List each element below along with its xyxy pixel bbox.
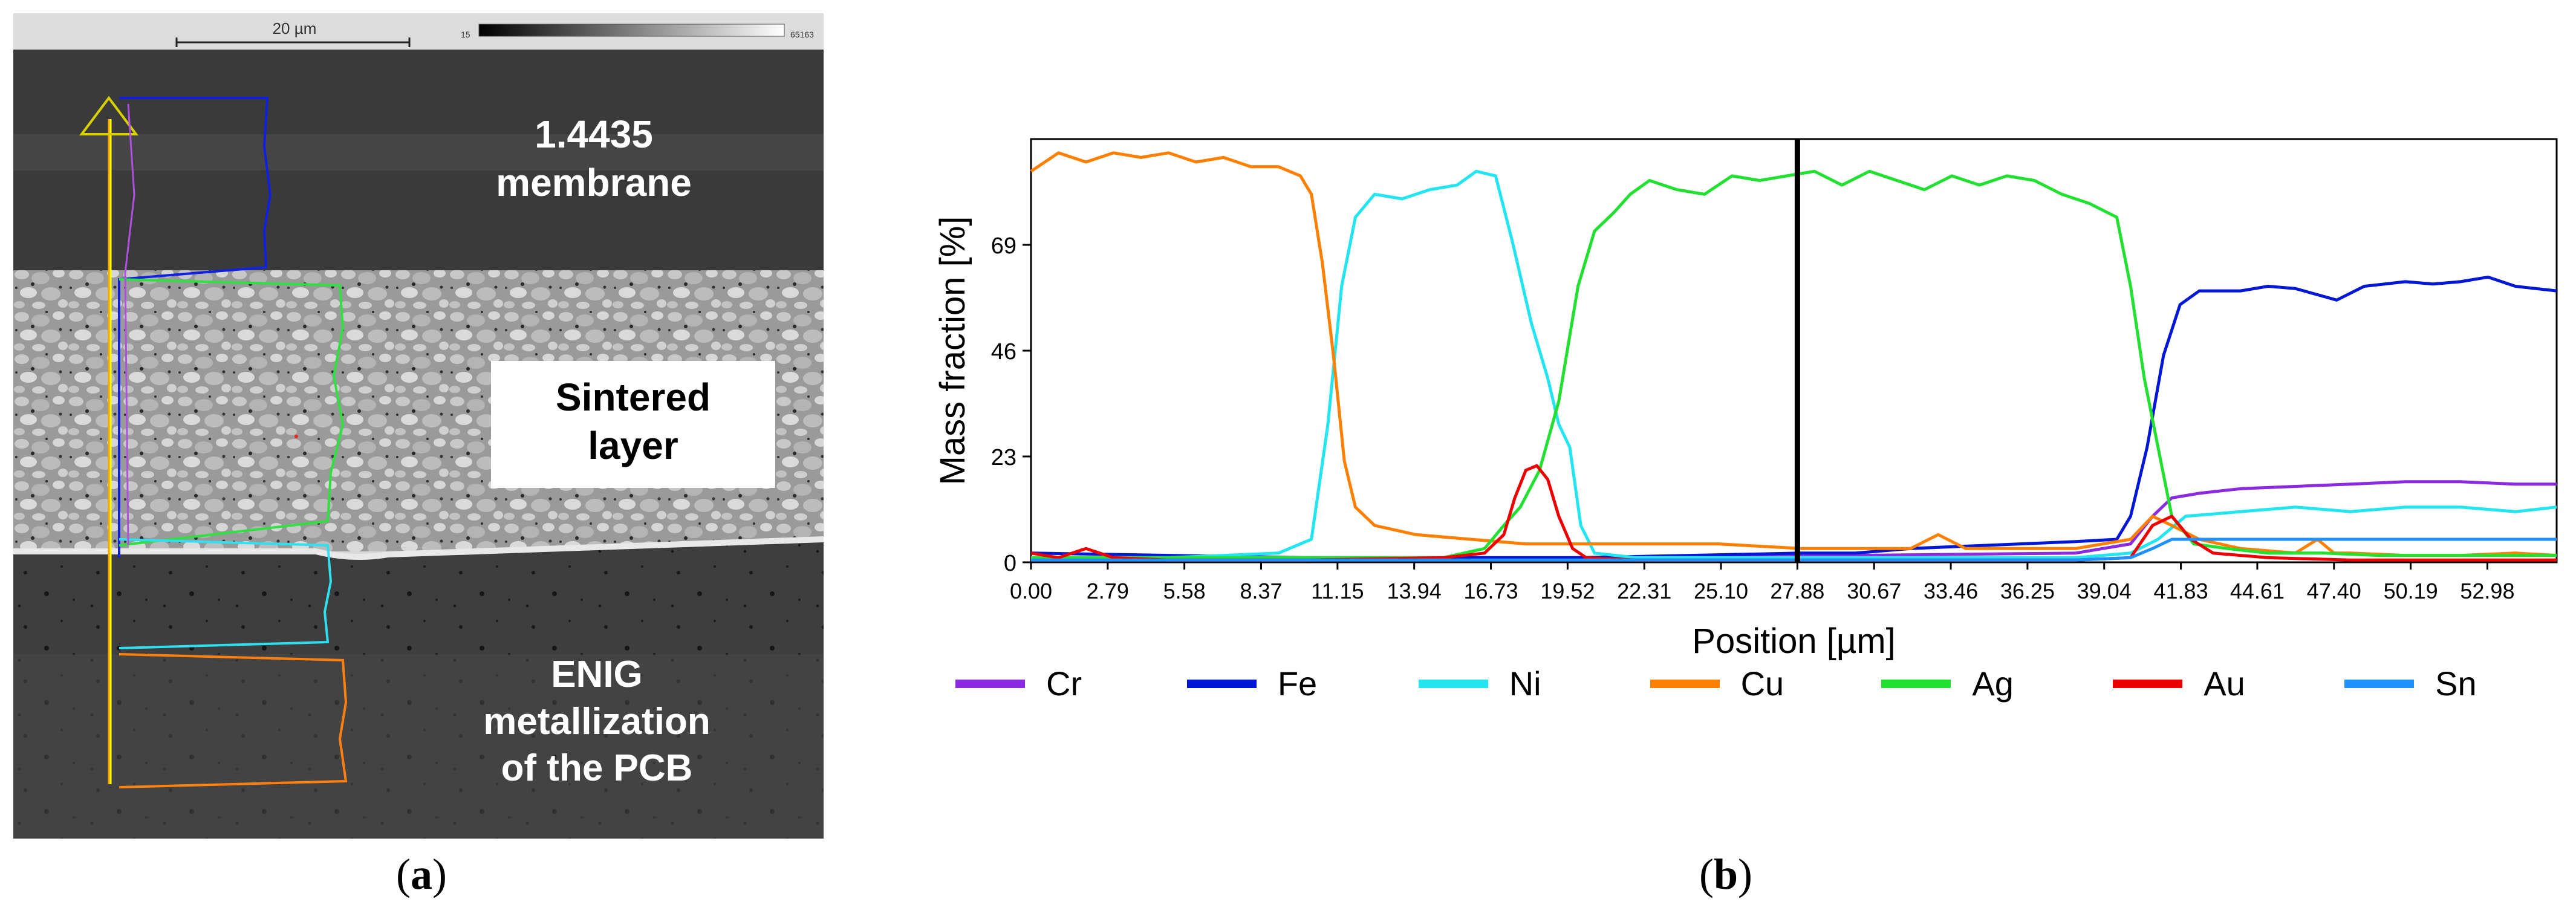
chart-legend: Cr Fe Ni Cu Ag Au Sn bbox=[955, 664, 2576, 712]
line-scan-chart: 0 23 46 69 0.00 2.79 5.58 8.37 11.15 13.94 16.73 19… bbox=[933, 138, 2558, 661]
series-line-fe bbox=[1030, 275, 2557, 559]
caption-b-close: ) bbox=[1738, 850, 1753, 898]
scan-start-marker bbox=[79, 96, 138, 135]
legend-label: Ni bbox=[1509, 664, 1541, 703]
x-tick-label: 39.04 bbox=[2077, 579, 2132, 603]
x-tick-label: 47.40 bbox=[2307, 579, 2361, 603]
grayscale-min-label: 15 bbox=[461, 30, 470, 39]
cr-profile-overlay bbox=[124, 103, 135, 546]
fe-profile-overlay bbox=[118, 97, 272, 557]
x-tick-label: 22.31 bbox=[1617, 579, 1671, 603]
sintered-label-line-1: Sintered bbox=[555, 375, 711, 419]
x-axis-label: Position [µm] bbox=[1692, 622, 1895, 661]
membrane-label-line-1: 1.4435 bbox=[535, 112, 653, 156]
enig-label-line-1: ENIG bbox=[551, 654, 643, 695]
x-tick-label: 11.15 bbox=[1311, 579, 1364, 603]
grayscale-max-label: 65163 bbox=[790, 30, 814, 39]
ni-profile-overlay bbox=[119, 538, 333, 649]
legend-label: Sn bbox=[2435, 664, 2477, 703]
scale-bar-label: 20 µm bbox=[272, 19, 317, 37]
x-tick-label: 50.19 bbox=[2384, 579, 2438, 603]
caption-a-open: ( bbox=[396, 850, 411, 898]
x-tick-label: 8.37 bbox=[1240, 579, 1282, 603]
y-tick-label: 0 bbox=[1004, 551, 1016, 576]
sintered-label: Sintered layer bbox=[491, 373, 775, 470]
x-tick-label: 52.98 bbox=[2460, 579, 2514, 603]
x-tick-label: 13.94 bbox=[1387, 579, 1442, 603]
caption-b-letter: b bbox=[1713, 850, 1738, 898]
cu-profile-overlay bbox=[119, 653, 348, 788]
membrane-label: 1.4435 membrane bbox=[473, 110, 715, 207]
caption-a: (a) bbox=[396, 849, 447, 900]
x-tick-label: 25.10 bbox=[1694, 579, 1748, 603]
legend-swatch bbox=[1881, 680, 1951, 688]
caption-a-letter: a bbox=[410, 850, 432, 898]
enig-label-line-3: of the PCB bbox=[501, 747, 693, 789]
x-tick-label: 16.73 bbox=[1463, 579, 1518, 603]
x-tick-label: 41.83 bbox=[2154, 579, 2208, 603]
x-tick-label: 0.00 bbox=[1010, 579, 1052, 603]
legend-swatch bbox=[1186, 680, 1257, 688]
sem-image-panel: 20 µm 15 65163 1.4435 membrane Sintered … bbox=[13, 13, 824, 839]
plot-frame bbox=[1030, 138, 2558, 563]
caption-a-close: ) bbox=[432, 850, 447, 898]
y-axis-label: Mass fraction [%] bbox=[933, 216, 972, 485]
legend-label: Au bbox=[2204, 664, 2245, 703]
legend-swatch bbox=[1418, 680, 1488, 688]
series-line-sn bbox=[1031, 537, 2557, 562]
enig-label-line-2: metallization bbox=[483, 700, 711, 742]
y-tick-label: 23 bbox=[991, 445, 1016, 470]
legend-swatch bbox=[1650, 680, 1720, 688]
caption-b-open: ( bbox=[1699, 850, 1714, 898]
grayscale-bar bbox=[478, 24, 785, 37]
scan-point-marker bbox=[294, 435, 298, 438]
legend-label: Fe bbox=[1277, 664, 1318, 703]
x-tick-label: 2.79 bbox=[1087, 579, 1129, 603]
legend-label: Cu bbox=[1740, 664, 1784, 703]
interface-line bbox=[13, 536, 824, 560]
membrane-label-line-2: membrane bbox=[496, 161, 692, 204]
legend-label: Cr bbox=[1046, 664, 1082, 703]
sintered-label-box bbox=[491, 361, 775, 488]
legend-swatch bbox=[2113, 680, 2183, 688]
x-tick-label: 19.52 bbox=[1540, 579, 1595, 603]
x-tick-label: 27.88 bbox=[1770, 579, 1824, 603]
legend-label: Ag bbox=[1972, 664, 2014, 703]
ag-profile-overlay bbox=[119, 278, 345, 547]
x-tick-label: 33.46 bbox=[1924, 579, 1978, 603]
legend-swatch bbox=[2344, 680, 2415, 688]
y-tick-label: 46 bbox=[991, 339, 1016, 365]
x-tick-label: 30.67 bbox=[1847, 579, 1901, 603]
sintered-label-line-2: layer bbox=[588, 424, 678, 467]
legend-swatch bbox=[955, 680, 1025, 688]
enig-label: ENIG metallization of the PCB bbox=[437, 651, 757, 792]
series-line-ni bbox=[1031, 169, 2557, 559]
y-tick-label: 69 bbox=[991, 233, 1016, 259]
x-tick-label: 5.58 bbox=[1163, 579, 1206, 603]
x-tick-label: 44.61 bbox=[2230, 579, 2285, 603]
caption-b: (b) bbox=[1699, 849, 1752, 900]
x-tick-label: 36.25 bbox=[2000, 579, 2055, 603]
